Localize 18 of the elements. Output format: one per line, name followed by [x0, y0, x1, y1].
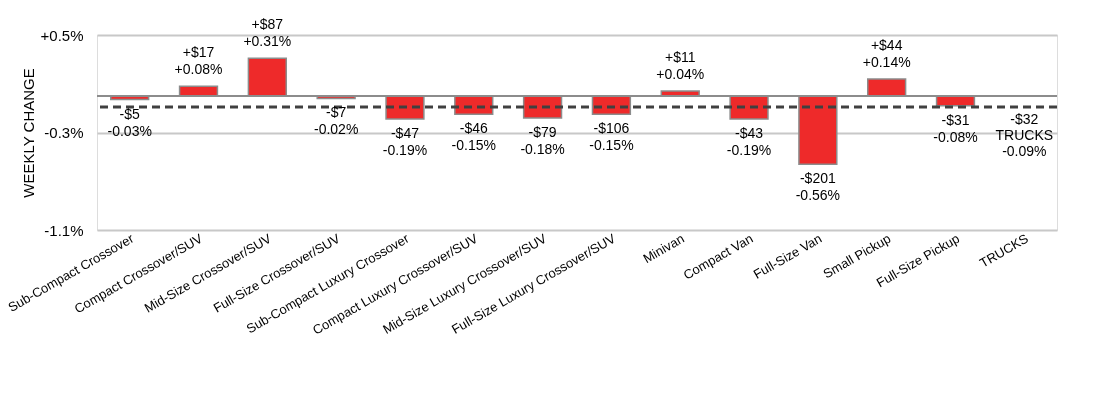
y-tick-label: +0.5%: [40, 26, 84, 44]
data-label: +$11 +0.04%: [656, 49, 705, 83]
data-label: +$87 +0.31%: [243, 16, 292, 50]
y-axis-title: WEEKLY CHANGE: [19, 68, 37, 198]
data-label: -$5 -0.03%: [107, 105, 152, 139]
data-label: -$46 -0.15%: [451, 120, 496, 154]
y-tick-label: -0.3%: [44, 124, 84, 141]
data-label: -$47 -0.19%: [382, 125, 428, 159]
data-label: -$31 -0.08%: [933, 111, 978, 145]
ref-line-label: -$32 TRUCKS -0.09%: [995, 110, 1054, 159]
data-label: -$7 -0.02%: [313, 104, 359, 138]
y-tick-label: -1.1%: [44, 221, 84, 239]
data-label: +$44 +0.14%: [862, 36, 911, 70]
data-label: -$201 -0.56%: [795, 170, 841, 204]
data-label: -$106 -0.15%: [589, 120, 634, 154]
data-label: +$17 +0.08%: [174, 44, 223, 78]
data-label: -$43 -0.19%: [726, 125, 772, 159]
data-label: -$79 -0.18%: [520, 123, 565, 157]
